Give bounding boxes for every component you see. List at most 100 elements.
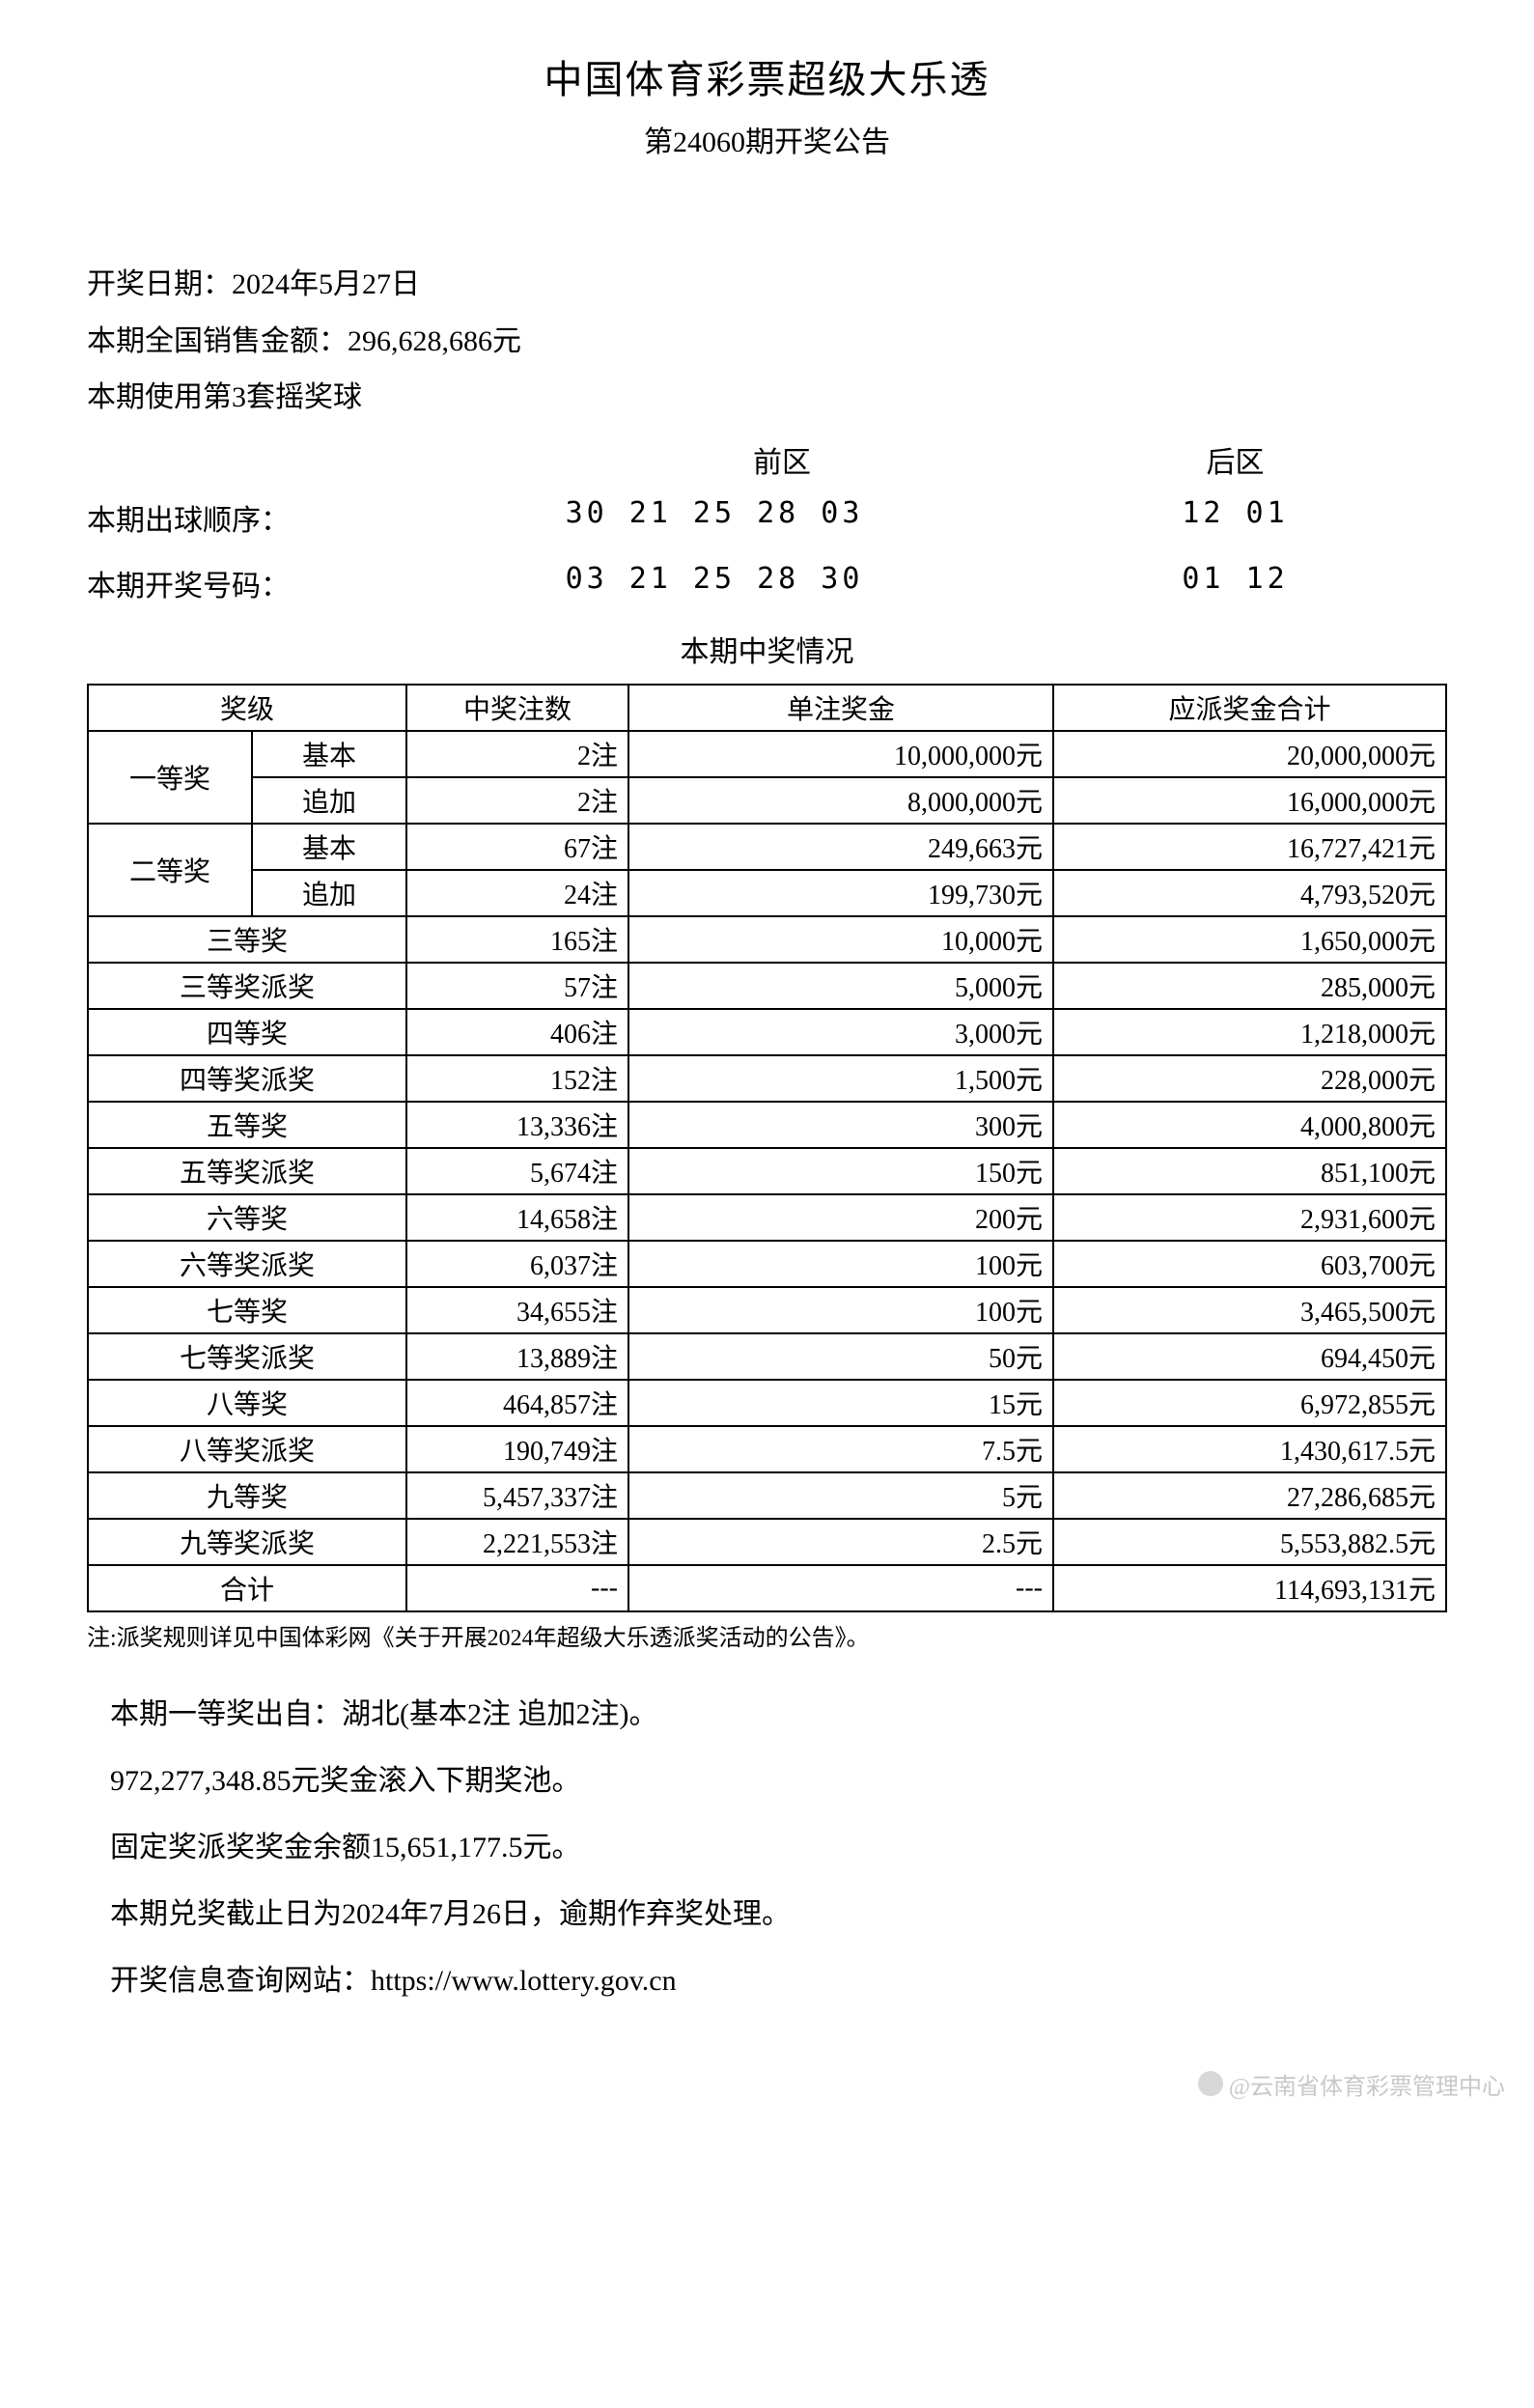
tier-name: 七等奖	[88, 1287, 406, 1333]
table-row: 三等奖派奖57注5,000元285,000元	[88, 963, 1446, 1009]
tier-total: 851,100元	[1053, 1148, 1446, 1194]
tier-name: 三等奖派奖	[88, 963, 406, 1009]
table-row: 六等奖派奖6,037注100元603,700元	[88, 1241, 1446, 1287]
header-total-prize: 应派奖金合计	[1053, 685, 1446, 731]
total-name: 合计	[88, 1565, 406, 1611]
page-subtitle: 第24060期开奖公告	[87, 118, 1447, 160]
footnote: 注:派奖规则详见中国体彩网《关于开展2024年超级大乐透派奖活动的公告》。	[87, 1618, 1447, 1652]
tier-name: 九等奖	[88, 1472, 406, 1519]
tier2-add-label: 追加	[252, 870, 406, 916]
tier1-basic-row: 一等奖 基本 2注 10,000,000元 20,000,000元	[88, 731, 1446, 777]
tier-name: 四等奖	[88, 1009, 406, 1055]
tier-count: 464,857注	[406, 1380, 628, 1426]
tier-total: 5,553,882.5元	[1053, 1519, 1446, 1565]
tier-count: 5,674注	[406, 1148, 628, 1194]
tier-unit: 100元	[628, 1241, 1053, 1287]
tier-count: 2,221,553注	[406, 1519, 628, 1565]
table-row: 三等奖165注10,000元1,650,000元	[88, 916, 1446, 963]
tier-unit: 200元	[628, 1194, 1053, 1241]
tier1-basic-unit: 10,000,000元	[628, 731, 1053, 777]
tier-unit: 10,000元	[628, 916, 1053, 963]
tier-name: 五等奖派奖	[88, 1148, 406, 1194]
draw-date-label: 开奖日期：	[87, 268, 232, 300]
tier-unit: 100元	[628, 1287, 1053, 1333]
tier-unit: 5,000元	[628, 963, 1053, 1009]
tier1-add-row: 追加 2注 8,000,000元 16,000,000元	[88, 777, 1446, 824]
tier-count: 5,457,337注	[406, 1472, 628, 1519]
table-row: 九等奖派奖2,221,553注2.5元5,553,882.5元	[88, 1519, 1446, 1565]
tier-name: 六等奖派奖	[88, 1241, 406, 1287]
total-unit: ---	[628, 1565, 1053, 1611]
total-total: 114,693,131元	[1053, 1565, 1446, 1611]
draw-order-label: 本期出球顺序：	[87, 496, 405, 539]
draw-date-line: 开奖日期：2024年5月27日	[87, 257, 1447, 314]
tier-total: 4,000,800元	[1053, 1102, 1446, 1148]
table-row: 八等奖派奖190,749注7.5元1,430,617.5元	[88, 1426, 1446, 1472]
draw-order-front: 30 21 25 28 03	[405, 496, 1023, 539]
tier2-basic-row: 二等奖 基本 67注 249,663元 16,727,421元	[88, 824, 1446, 870]
lottery-announcement-page: 中国体育彩票超级大乐透 第24060期开奖公告 开奖日期：2024年5月27日 …	[0, 0, 1534, 2130]
tier-name: 三等奖	[88, 916, 406, 963]
table-row: 六等奖14,658注200元2,931,600元	[88, 1194, 1446, 1241]
tier2-add-row: 追加 24注 199,730元 4,793,520元	[88, 870, 1446, 916]
tier1-add-count: 2注	[406, 777, 628, 824]
draw-info-block: 开奖日期：2024年5月27日 本期全国销售金额：296,628,686元 本期…	[87, 257, 1447, 427]
results-header: 本期中奖情况	[87, 628, 1447, 670]
tier-count: 165注	[406, 916, 628, 963]
table-row: 七等奖派奖13,889注50元694,450元	[88, 1333, 1446, 1380]
tier2-add-total: 4,793,520元	[1053, 870, 1446, 916]
table-row: 八等奖464,857注15元6,972,855元	[88, 1380, 1446, 1426]
tier2-name: 二等奖	[88, 824, 252, 916]
zone-headers: 前区 后区	[87, 438, 1447, 481]
tier-name: 五等奖	[88, 1102, 406, 1148]
tier-total: 603,700元	[1053, 1241, 1446, 1287]
footer-line-1: 本期一等奖出自：湖北(基本2注 追加2注)。	[110, 1681, 1447, 1748]
ball-set-line: 本期使用第3套摇奖球	[87, 370, 1447, 427]
tier-count: 34,655注	[406, 1287, 628, 1333]
tier-count: 13,889注	[406, 1333, 628, 1380]
numbers-section: 前区 后区 本期出球顺序： 30 21 25 28 03 12 01 本期开奖号…	[87, 438, 1447, 604]
tier-count: 190,749注	[406, 1426, 628, 1472]
tier1-name: 一等奖	[88, 731, 252, 824]
tier-count: 406注	[406, 1009, 628, 1055]
watermark: @云南省体育彩票管理中心	[1198, 2067, 1505, 2101]
total-row: 合计 --- --- 114,693,131元	[88, 1565, 1446, 1611]
tier-total: 228,000元	[1053, 1055, 1446, 1102]
tier-total: 694,450元	[1053, 1333, 1446, 1380]
zone-front-label: 前区	[541, 438, 1023, 481]
tier-total: 1,218,000元	[1053, 1009, 1446, 1055]
tier2-add-unit: 199,730元	[628, 870, 1053, 916]
table-row: 四等奖406注3,000元1,218,000元	[88, 1009, 1446, 1055]
tier-name: 九等奖派奖	[88, 1519, 406, 1565]
tier2-basic-label: 基本	[252, 824, 406, 870]
zone-back-label: 后区	[1023, 438, 1447, 481]
prize-table: 奖级 中奖注数 单注奖金 应派奖金合计 一等奖 基本 2注 10,000,000…	[87, 684, 1447, 1612]
tier-unit: 1,500元	[628, 1055, 1053, 1102]
tier-name: 四等奖派奖	[88, 1055, 406, 1102]
tier-name: 八等奖	[88, 1380, 406, 1426]
tier1-add-total: 16,000,000元	[1053, 777, 1446, 824]
table-row: 九等奖5,457,337注5元27,286,685元	[88, 1472, 1446, 1519]
tier2-basic-total: 16,727,421元	[1053, 824, 1446, 870]
footer-line-4: 本期兑奖截止日为2024年7月26日，逾期作弃奖处理。	[110, 1881, 1447, 1947]
tier-unit: 5元	[628, 1472, 1053, 1519]
tier-total: 27,286,685元	[1053, 1472, 1446, 1519]
tier-unit: 2.5元	[628, 1519, 1053, 1565]
tier-total: 6,972,855元	[1053, 1380, 1446, 1426]
tier-name: 六等奖	[88, 1194, 406, 1241]
winning-label: 本期开奖号码：	[87, 562, 405, 604]
table-row: 四等奖派奖152注1,500元228,000元	[88, 1055, 1446, 1102]
tier-total: 3,465,500元	[1053, 1287, 1446, 1333]
tier-count: 6,037注	[406, 1241, 628, 1287]
tier1-add-label: 追加	[252, 777, 406, 824]
tier2-add-count: 24注	[406, 870, 628, 916]
tier-unit: 50元	[628, 1333, 1053, 1380]
tier-total: 1,430,617.5元	[1053, 1426, 1446, 1472]
winning-numbers-row: 本期开奖号码： 03 21 25 28 30 01 12	[87, 562, 1447, 604]
footer-block: 本期一等奖出自：湖北(基本2注 追加2注)。 972,277,348.85元奖金…	[110, 1681, 1447, 2014]
table-row: 五等奖13,336注300元4,000,800元	[88, 1102, 1446, 1148]
tier2-basic-unit: 249,663元	[628, 824, 1053, 870]
sales-line: 本期全国销售金额：296,628,686元	[87, 314, 1447, 371]
watermark-logo-icon	[1198, 2071, 1223, 2096]
prize-header-row: 奖级 中奖注数 单注奖金 应派奖金合计	[88, 685, 1446, 731]
